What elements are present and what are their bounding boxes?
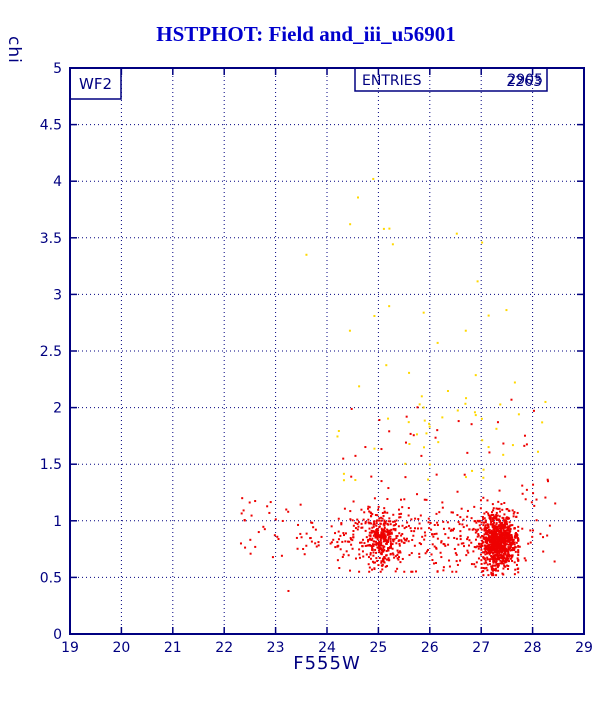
- detector-label: WF2: [79, 75, 112, 93]
- svg-text:29: 29: [575, 640, 593, 656]
- svg-text:2.5: 2.5: [40, 344, 62, 360]
- detector-label-box: WF2: [69, 67, 122, 100]
- svg-text:27: 27: [472, 640, 490, 656]
- svg-text:3.5: 3.5: [40, 231, 62, 247]
- svg-text:5: 5: [53, 61, 62, 77]
- y-tick-labels: 0 0.5 1 1.5 2 2.5 3 3.5 4 4.5 5: [40, 61, 62, 643]
- entries-label: ENTRIES: [362, 73, 422, 89]
- svg-text:20: 20: [112, 640, 130, 656]
- series-yellow-flagged-detections: [305, 177, 547, 482]
- svg-text:4: 4: [53, 174, 62, 190]
- svg-text:1.5: 1.5: [40, 457, 62, 473]
- y-axis-label: chi: [4, 36, 24, 64]
- entries-value: 2905: [507, 72, 543, 88]
- svg-text:2: 2: [53, 401, 62, 417]
- svg-text:23: 23: [267, 640, 285, 656]
- svg-text:1: 1: [53, 514, 62, 530]
- svg-text:3: 3: [53, 287, 62, 303]
- svg-text:24: 24: [318, 640, 336, 656]
- svg-text:19: 19: [61, 640, 79, 656]
- svg-text:22: 22: [215, 640, 233, 656]
- x-tick-labels: 19 20 21 22 23 24 25 26 27 28 29: [61, 640, 593, 656]
- x-axis-label: F555W: [293, 653, 361, 674]
- grid-lines: [70, 68, 584, 634]
- svg-text:21: 21: [164, 640, 182, 656]
- series-red-good-stars: [239, 398, 557, 592]
- svg-text:26: 26: [421, 640, 439, 656]
- svg-text:0: 0: [53, 627, 62, 643]
- svg-text:0.5: 0.5: [40, 570, 62, 586]
- svg-text:4.5: 4.5: [40, 118, 62, 134]
- page-title: HSTPHOT: Field and_iii_u56901: [156, 22, 456, 46]
- svg-text:25: 25: [369, 640, 387, 656]
- svg-text:28: 28: [524, 640, 542, 656]
- entries-value: 2263: [506, 74, 542, 90]
